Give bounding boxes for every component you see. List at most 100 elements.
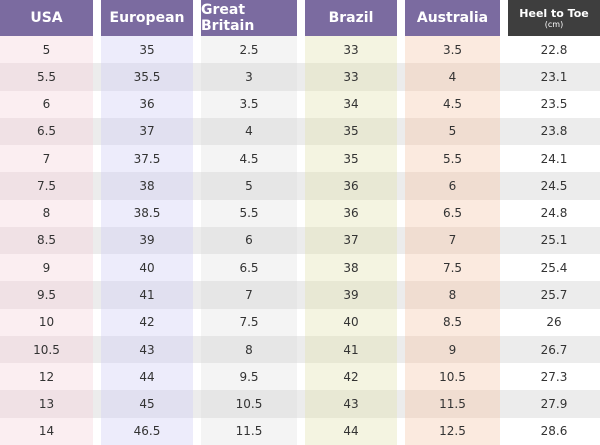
header-label: Australia	[416, 10, 489, 26]
table-cell: 42	[101, 308, 193, 336]
table-cell: 26	[508, 308, 600, 336]
table-cell: 36	[101, 90, 193, 118]
row-band	[0, 117, 600, 146]
row-band	[0, 335, 600, 364]
table-cell: 35	[101, 36, 193, 64]
table-cell: 9.5	[0, 281, 93, 309]
table-cell: 22.8	[508, 36, 600, 64]
table-cell: 40	[305, 308, 397, 336]
row-band	[0, 226, 600, 255]
table-cell: 4.5	[405, 90, 500, 118]
column-header: Brazil	[305, 0, 397, 36]
table-cell: 23.8	[508, 117, 600, 146]
table-cell: 10.5	[0, 335, 93, 364]
table-cell: 36	[305, 172, 397, 200]
header-label: Great Britain	[201, 2, 255, 34]
table-cell: 38.5	[101, 199, 193, 227]
table-cell: 24.1	[508, 145, 600, 173]
table-cell: 43	[305, 390, 397, 418]
table-cell: 25.7	[508, 281, 600, 309]
column-header: Heel to Toe (cm)	[508, 0, 600, 36]
table-cell: 25.4	[508, 254, 600, 282]
table-cell: 8.5	[405, 308, 500, 336]
table-cell: 5	[201, 172, 297, 200]
table-cell: 9	[0, 254, 93, 282]
table-cell: 12	[0, 363, 93, 391]
table-cell: 6	[201, 226, 297, 255]
header-label: Heel to Toe	[519, 7, 589, 20]
table-cell: 41	[305, 335, 397, 364]
table-cell: 14	[0, 417, 93, 445]
table-cell: 10.5	[201, 390, 297, 418]
table-cell: 9	[405, 335, 500, 364]
table-cell: 6.5	[0, 117, 93, 146]
table-cell: 23.1	[508, 63, 600, 91]
table-cell: 8	[0, 199, 93, 227]
table-cell: 36	[305, 199, 397, 227]
header-label: European	[109, 10, 185, 26]
column-header: European	[101, 0, 193, 36]
table-cell: 26.7	[508, 335, 600, 364]
table-cell: 44	[305, 417, 397, 445]
table-cell: 12.5	[405, 417, 500, 445]
column-header: Great Britain	[201, 0, 297, 36]
table-cell: 39	[305, 281, 397, 309]
table-cell: 41	[101, 281, 193, 309]
row-band	[0, 63, 600, 91]
table-cell: 40	[101, 254, 193, 282]
table-cell: 5	[405, 117, 500, 146]
table-cell: 24.8	[508, 199, 600, 227]
header-label: Brazil	[328, 10, 374, 26]
table-cell: 6.5	[405, 199, 500, 227]
table-cell: 37.5	[101, 145, 193, 173]
table-cell: 39	[101, 226, 193, 255]
table-cell: 38	[101, 172, 193, 200]
header-unit: (cm)	[544, 20, 564, 29]
table-cell: 4.5	[201, 145, 297, 173]
table-cell: 37	[101, 117, 193, 146]
table-cell: 27.3	[508, 363, 600, 391]
table-cell: 7.5	[405, 254, 500, 282]
table-cell: 33	[305, 36, 397, 64]
table-cell: 6.5	[201, 254, 297, 282]
table-cell: 9.5	[201, 363, 297, 391]
table-cell: 2.5	[201, 36, 297, 64]
table-cell: 43	[101, 335, 193, 364]
table-cell: 10	[0, 308, 93, 336]
table-cell: 35.5	[101, 63, 193, 91]
table-cell: 6	[405, 172, 500, 200]
table-cell: 6	[0, 90, 93, 118]
table-cell: 5.5	[0, 63, 93, 91]
table-cell: 8.5	[0, 226, 93, 255]
row-band	[0, 172, 600, 200]
header-label: USA	[30, 10, 63, 26]
table-cell: 7	[405, 226, 500, 255]
table-cell: 24.5	[508, 172, 600, 200]
column-header: USA	[0, 0, 93, 36]
table-cell: 5	[0, 36, 93, 64]
table-cell: 8	[405, 281, 500, 309]
row-band	[0, 281, 600, 309]
table-cell: 45	[101, 390, 193, 418]
table-cell: 7.5	[0, 172, 93, 200]
table-cell: 27.9	[508, 390, 600, 418]
table-cell: 10.5	[405, 363, 500, 391]
table-cell: 25.1	[508, 226, 600, 255]
table-cell: 23.5	[508, 90, 600, 118]
table-cell: 3.5	[405, 36, 500, 64]
table-cell: 37	[305, 226, 397, 255]
table-cell: 7	[0, 145, 93, 173]
table-cell: 5.5	[405, 145, 500, 173]
table-cell: 3.5	[201, 90, 297, 118]
table-cell: 7.5	[201, 308, 297, 336]
table-cell: 4	[201, 117, 297, 146]
column-header: Australia	[405, 0, 500, 36]
table-cell: 3	[201, 63, 297, 91]
table-cell: 11.5	[405, 390, 500, 418]
table-cell: 35	[305, 145, 397, 173]
table-cell: 33	[305, 63, 397, 91]
table-cell: 8	[201, 335, 297, 364]
table-cell: 34	[305, 90, 397, 118]
table-cell: 44	[101, 363, 193, 391]
